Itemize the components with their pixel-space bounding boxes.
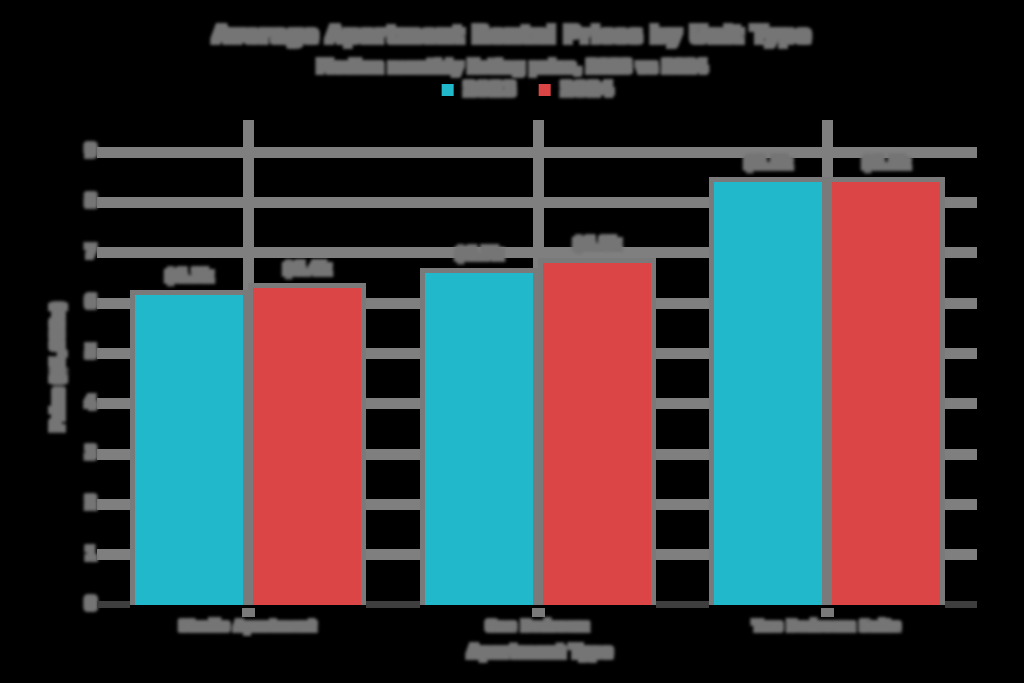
x-category-label: Studio Apartment <box>180 620 317 632</box>
x-category-label: Two Bedroom Suite <box>753 620 901 632</box>
bar-value-label: $8.5k <box>745 156 792 171</box>
bar-value-label: $6.4k <box>284 262 331 277</box>
x-tick <box>532 608 545 617</box>
legend-swatch-series1 <box>442 84 454 96</box>
bar-2023-1 <box>420 268 538 605</box>
x-axis-title: Apartment Type <box>0 644 1024 660</box>
y-tick-label: 9 <box>40 144 96 159</box>
legend-swatch-series2 <box>539 84 551 96</box>
bar-2023-2 <box>709 177 827 605</box>
y-tick-label: 1 <box>40 547 96 562</box>
x-axis-line <box>366 601 420 608</box>
bar-value-label: $6.3k <box>166 269 213 284</box>
legend-label-series1: 2023 <box>464 81 517 98</box>
y-tick-label: 5 <box>40 345 96 360</box>
bar-2024-0 <box>248 283 366 605</box>
y-tick-label: 7 <box>40 245 96 260</box>
y-tick-label: 6 <box>40 295 96 310</box>
chart-subtitle: Median monthly listing price, 2023 vs 20… <box>0 59 1024 75</box>
gridline-horizontal <box>97 147 977 158</box>
bar-chart: Average Apartment Rental Prices by Unit … <box>0 0 1024 683</box>
bar-value-label: $6.9k <box>574 237 621 252</box>
x-axis-line <box>656 601 709 608</box>
y-tick-label: 8 <box>40 194 96 209</box>
bar-2023-0 <box>130 290 248 605</box>
chart-title: Average Apartment Rental Prices by Unit … <box>0 24 1024 46</box>
legend: 2023 2024 <box>442 81 637 98</box>
x-tick <box>242 608 255 617</box>
bar-2024-1 <box>538 258 656 605</box>
bar-value-label: $6.7k <box>456 247 503 262</box>
y-tick-label: 0 <box>40 597 96 612</box>
legend-label-series2: 2024 <box>561 81 614 98</box>
y-tick-label: 3 <box>40 446 96 461</box>
x-tick <box>821 608 834 617</box>
y-tick-label: 2 <box>40 496 96 511</box>
y-tick-label: 4 <box>40 396 96 411</box>
x-axis-line <box>945 601 977 608</box>
bar-value-label: $8.5k <box>863 156 910 171</box>
x-category-label: One Bedroom <box>487 620 590 632</box>
x-axis-line <box>97 601 130 608</box>
bar-2024-2 <box>827 177 945 605</box>
